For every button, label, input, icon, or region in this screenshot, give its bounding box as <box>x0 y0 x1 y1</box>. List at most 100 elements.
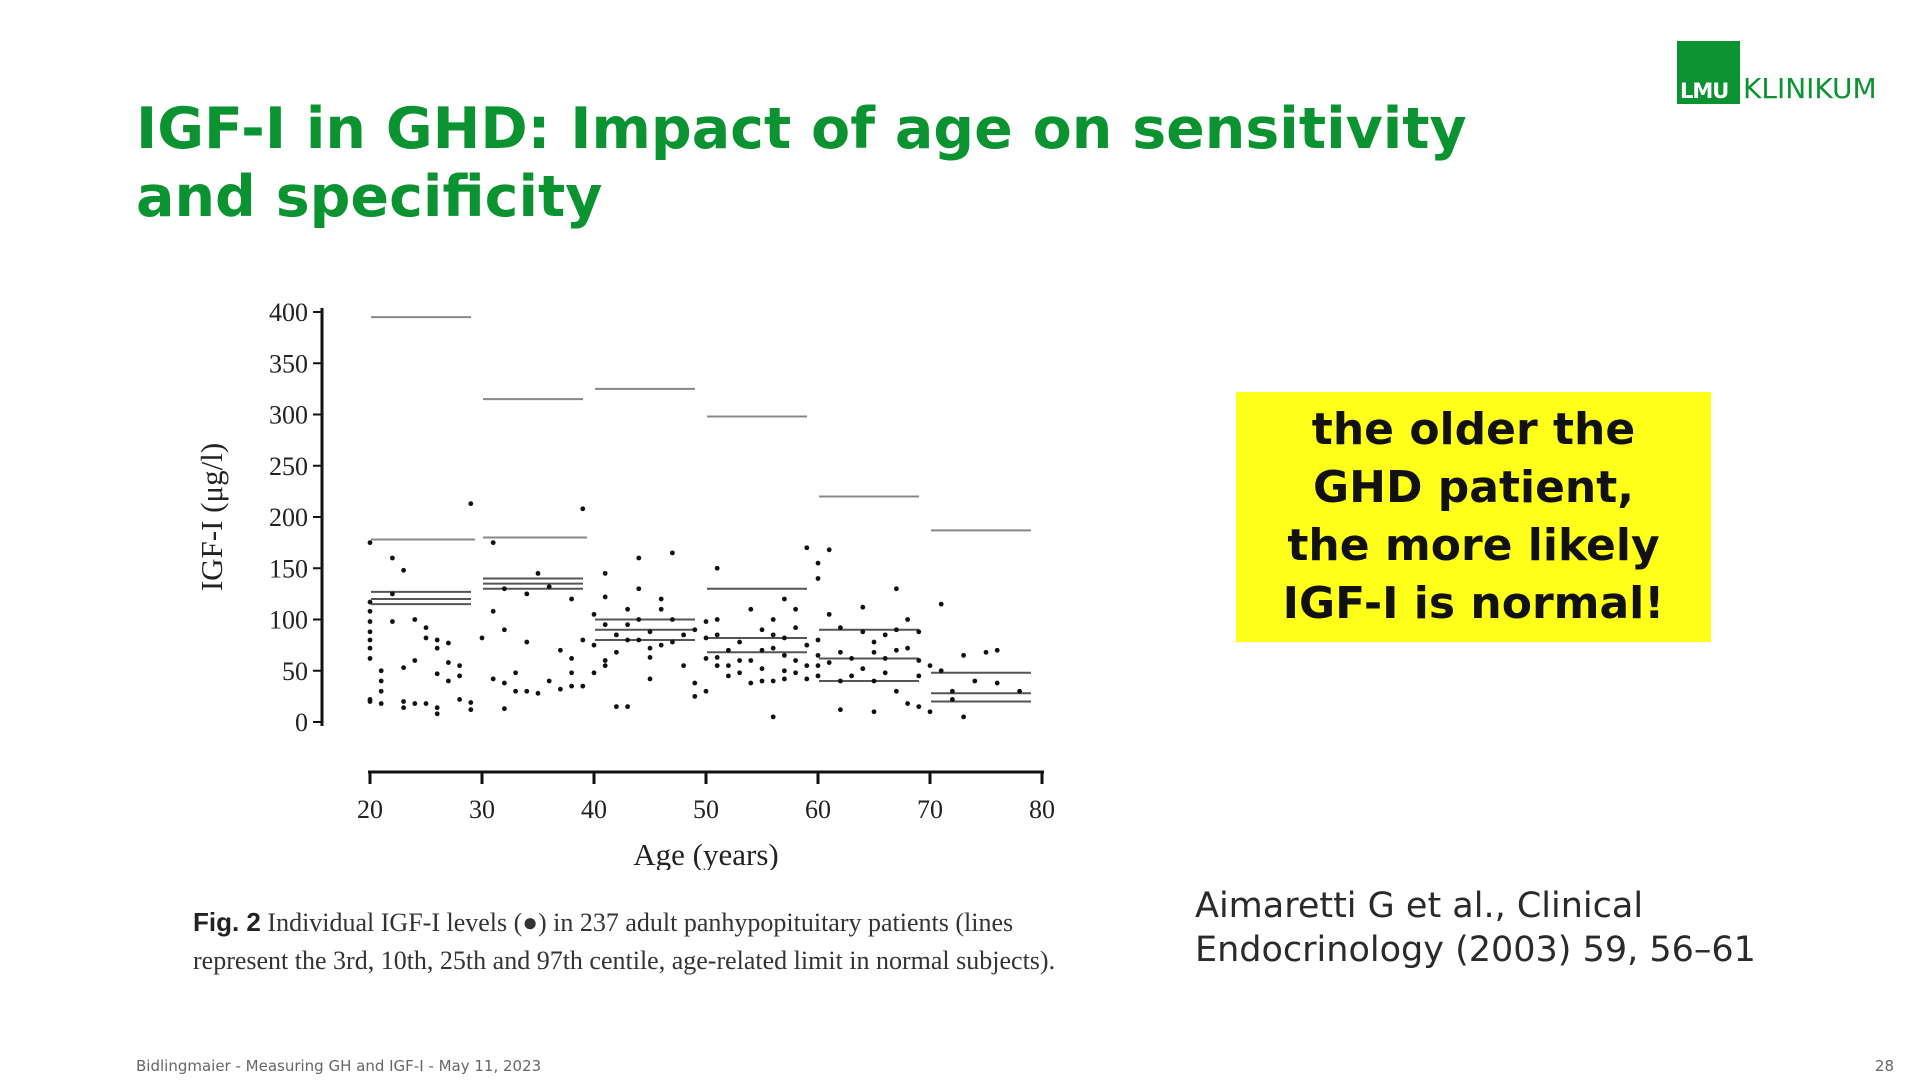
data-point <box>793 625 798 631</box>
data-point <box>770 714 776 720</box>
data-point <box>815 652 821 658</box>
data-point <box>490 540 496 546</box>
logo-mark-text: LMU <box>1680 79 1729 103</box>
data-point <box>490 608 496 614</box>
y-tick-label: 100 <box>269 606 308 635</box>
data-point <box>636 555 642 561</box>
data-point <box>434 645 440 651</box>
data-point <box>838 649 843 655</box>
data-point <box>916 673 922 679</box>
x-tick-label: 80 <box>1029 795 1055 824</box>
data-point <box>558 647 563 653</box>
data-point <box>625 704 630 710</box>
citation: Aimaretti G et al., Clinical Endocrinolo… <box>1195 884 1756 972</box>
data-point <box>569 656 574 661</box>
data-point <box>737 639 742 645</box>
data-point <box>703 619 709 624</box>
data-point <box>647 655 653 660</box>
data-point <box>580 683 586 689</box>
data-point <box>569 596 574 602</box>
data-point <box>390 619 395 624</box>
data-point <box>591 611 597 617</box>
data-point <box>558 686 563 692</box>
data-point <box>905 617 910 622</box>
data-point <box>793 670 798 676</box>
data-point <box>546 678 552 684</box>
x-tick-label: 40 <box>581 795 607 824</box>
logo-text: KLINIKUM <box>1743 72 1877 105</box>
data-point <box>625 622 630 628</box>
data-point <box>602 658 608 663</box>
data-point <box>770 632 776 638</box>
data-point <box>826 547 832 553</box>
data-point <box>401 705 406 711</box>
data-point <box>502 680 507 686</box>
data-point <box>838 678 843 684</box>
data-point <box>815 560 821 566</box>
citation-line: Endocrinology (2003) 59, 56–61 <box>1195 930 1756 970</box>
y-tick-label: 200 <box>269 503 308 532</box>
figure-caption: Fig. 2 Individual IGF-I levels (●) in 23… <box>193 903 1073 980</box>
data-point <box>972 678 978 684</box>
data-point <box>916 658 922 663</box>
data-point <box>457 673 462 679</box>
data-point <box>838 707 843 713</box>
data-point <box>826 611 832 617</box>
data-point <box>524 639 530 645</box>
lmu-logo-mark: LMU <box>1677 41 1740 104</box>
data-point <box>502 627 507 633</box>
data-point <box>714 632 720 638</box>
data-point <box>871 649 877 655</box>
data-point <box>882 670 888 676</box>
data-point <box>714 565 720 571</box>
data-point <box>468 707 474 713</box>
data-point <box>804 642 810 648</box>
data-point <box>782 635 787 641</box>
data-point <box>658 642 664 648</box>
data-point <box>602 570 608 576</box>
data-point <box>905 701 910 706</box>
data-point <box>434 637 440 643</box>
data-point <box>446 678 451 684</box>
data-point <box>782 652 787 658</box>
data-point <box>479 635 485 641</box>
data-point <box>602 594 608 600</box>
slide-title: IGF-I in GHD: Impact of age on sensitivi… <box>136 96 1467 230</box>
data-point <box>938 601 944 607</box>
data-point <box>748 606 754 612</box>
data-point <box>882 632 888 638</box>
data-point <box>692 693 698 699</box>
figure-label: Fig. 2 <box>193 907 261 937</box>
data-point <box>759 647 765 653</box>
data-point <box>916 704 922 710</box>
data-point <box>916 629 922 635</box>
y-tick-label: 250 <box>269 452 308 481</box>
data-point <box>569 683 574 689</box>
data-point <box>938 668 944 674</box>
data-point <box>468 501 474 507</box>
data-point <box>670 550 675 556</box>
data-point <box>927 663 933 669</box>
data-point <box>815 637 821 643</box>
data-point <box>423 635 429 641</box>
data-point <box>737 670 742 676</box>
data-point <box>681 663 686 669</box>
data-point <box>703 635 709 641</box>
data-point <box>983 649 989 655</box>
data-point <box>804 545 810 551</box>
data-point <box>446 660 451 665</box>
data-point <box>378 701 384 706</box>
data-point <box>468 700 474 705</box>
data-point <box>636 637 642 643</box>
callout-line: IGF-I is normal! <box>1282 578 1665 629</box>
data-point <box>367 608 373 614</box>
data-point <box>759 678 765 684</box>
data-point <box>367 599 373 605</box>
data-point <box>714 663 720 669</box>
data-point <box>793 658 798 663</box>
data-point <box>434 705 440 711</box>
data-point <box>860 629 866 635</box>
data-point <box>423 701 429 706</box>
x-tick-label: 60 <box>805 795 831 824</box>
data-point <box>446 640 451 646</box>
